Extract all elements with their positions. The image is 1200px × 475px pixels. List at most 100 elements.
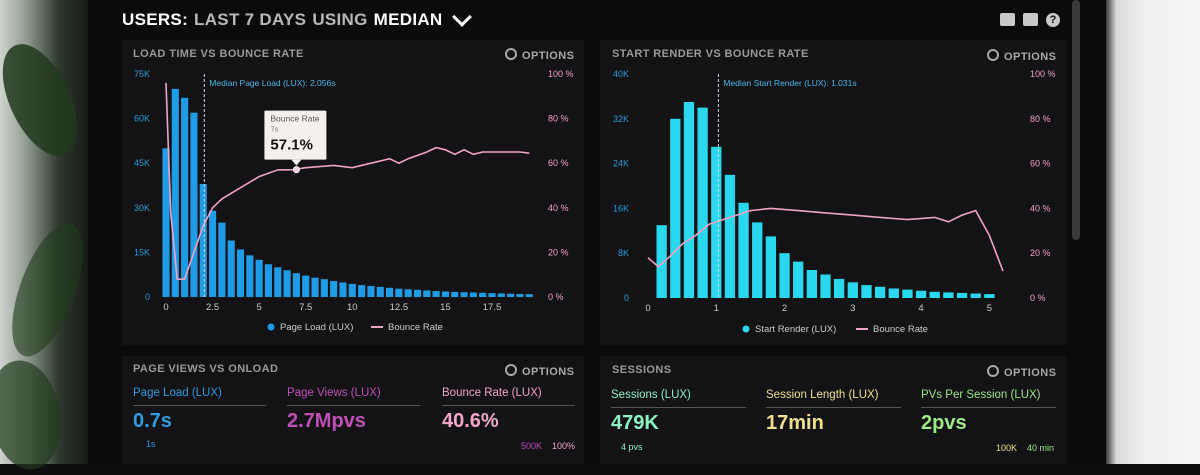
median-label: Median Start Render (LUX): 1.031s <box>723 78 856 88</box>
bar <box>984 294 995 298</box>
start-render-options-button[interactable]: OPTIONS <box>987 49 1056 63</box>
page-views-stat-value: 2.7Mpvs <box>287 410 366 432</box>
x-tick-label: 2.5 <box>206 302 219 313</box>
bar <box>779 253 790 298</box>
x-tick-label: 3 <box>850 303 855 314</box>
gear-icon <box>505 364 517 376</box>
x-tick-label: 10 <box>347 302 358 313</box>
bar <box>806 270 817 298</box>
bar <box>861 285 872 298</box>
period-selector[interactable]: USERS: LAST 7 DAYS USING MEDIAN <box>122 7 472 32</box>
bar <box>441 291 449 297</box>
page-views-axis-right: 100% <box>552 441 576 451</box>
background-wall <box>1105 0 1200 464</box>
x-tick-label: 0 <box>645 303 650 314</box>
bar <box>386 287 394 297</box>
page-load-stat-sub: 1s <box>146 439 156 449</box>
legend-label: Bounce Rate <box>388 322 443 333</box>
divider <box>287 405 420 406</box>
bar <box>162 148 170 297</box>
x-tick-label: 1 <box>714 303 719 314</box>
bar <box>820 274 831 298</box>
bar <box>834 278 845 298</box>
page-views-stat-label: Page Views (LUX) <box>287 387 381 399</box>
y-tick-label: 40K <box>613 69 629 79</box>
sessions-options-button[interactable]: OPTIONS <box>987 365 1056 379</box>
pvs-per-session-stat-label: PVs Per Session (LUX) <box>921 389 1041 401</box>
y2-tick-label: 40 % <box>548 203 569 213</box>
y-tick-label: 32K <box>613 114 629 124</box>
bar <box>656 225 667 298</box>
bar <box>724 174 736 298</box>
gear-icon <box>987 365 999 377</box>
bar <box>460 292 468 297</box>
x-tick-label: 17.5 <box>483 302 502 313</box>
bar <box>171 88 179 297</box>
bar <box>274 267 282 297</box>
gear-icon <box>987 49 999 61</box>
tooltip-pointer <box>291 159 302 166</box>
legend-swatch <box>267 323 275 331</box>
sessions-axis-right: 40 min <box>1027 443 1055 453</box>
bar <box>525 294 533 297</box>
bar <box>227 240 235 297</box>
bar <box>970 293 981 298</box>
bar <box>943 292 954 298</box>
bar <box>246 255 254 297</box>
y-tick-label: 75K <box>134 69 150 79</box>
users-label: USERS: <box>122 10 189 29</box>
tooltip-x-label: 7s <box>270 125 278 134</box>
scrollbar[interactable] <box>1072 0 1080 240</box>
help-icon[interactable]: ? <box>1046 13 1060 27</box>
bar <box>311 277 319 297</box>
divider <box>766 407 901 408</box>
bounce-rate-line <box>647 207 1004 272</box>
page-views-options-label: OPTIONS <box>522 366 575 378</box>
divider <box>442 405 575 406</box>
sessions-panel-title: SESSIONS <box>612 364 672 376</box>
x-tick-label: 15 <box>440 302 451 313</box>
bar <box>479 292 487 297</box>
y2-tick-label: 100 % <box>548 69 574 79</box>
bar <box>264 264 273 297</box>
divider <box>133 405 266 406</box>
page-views-panel-title: PAGE VIEWS VS ONLOAD <box>133 363 279 375</box>
y2-tick-label: 0 % <box>548 292 564 302</box>
bounce-rate-stat-value: 40.6% <box>442 410 499 432</box>
y-tick-label: 60K <box>134 114 150 124</box>
page-views-options-button[interactable]: OPTIONS <box>505 364 574 378</box>
bar <box>320 279 328 297</box>
bar <box>292 273 300 297</box>
bar <box>413 289 422 297</box>
x-tick-label: 7.5 <box>299 302 312 313</box>
bar <box>432 291 440 297</box>
monitor-icon[interactable] <box>1000 13 1015 26</box>
bar <box>670 118 681 298</box>
session-length-stat-value: 17min <box>766 412 824 434</box>
x-tick-label: 12.5 <box>390 302 409 313</box>
bar <box>929 291 940 298</box>
y2-tick-label: 0 % <box>1030 293 1046 303</box>
page-load-stat-value: 0.7s <box>133 410 172 432</box>
bar <box>358 285 366 297</box>
bar <box>255 259 263 297</box>
y2-tick-label: 20 % <box>548 247 569 257</box>
bar <box>752 222 763 298</box>
bar <box>404 289 412 297</box>
bar <box>847 282 858 298</box>
start-render-panel-title: START RENDER VS BOUNCE RATE <box>612 48 809 60</box>
background-plant <box>0 0 98 475</box>
y-tick-label: 15K <box>134 247 150 257</box>
pvs-per-session-stat-value: 2pvs <box>921 412 967 434</box>
bar <box>874 286 886 298</box>
y-tick-label: 8K <box>618 248 629 258</box>
chart-icon[interactable] <box>1023 13 1038 26</box>
bar <box>209 210 217 297</box>
y-tick-label: 0 <box>624 293 629 303</box>
y2-tick-label: 60 % <box>548 158 569 168</box>
bar <box>348 283 356 297</box>
load-time-options-button[interactable]: OPTIONS <box>505 48 574 62</box>
divider <box>921 407 1056 408</box>
bar <box>199 184 207 297</box>
